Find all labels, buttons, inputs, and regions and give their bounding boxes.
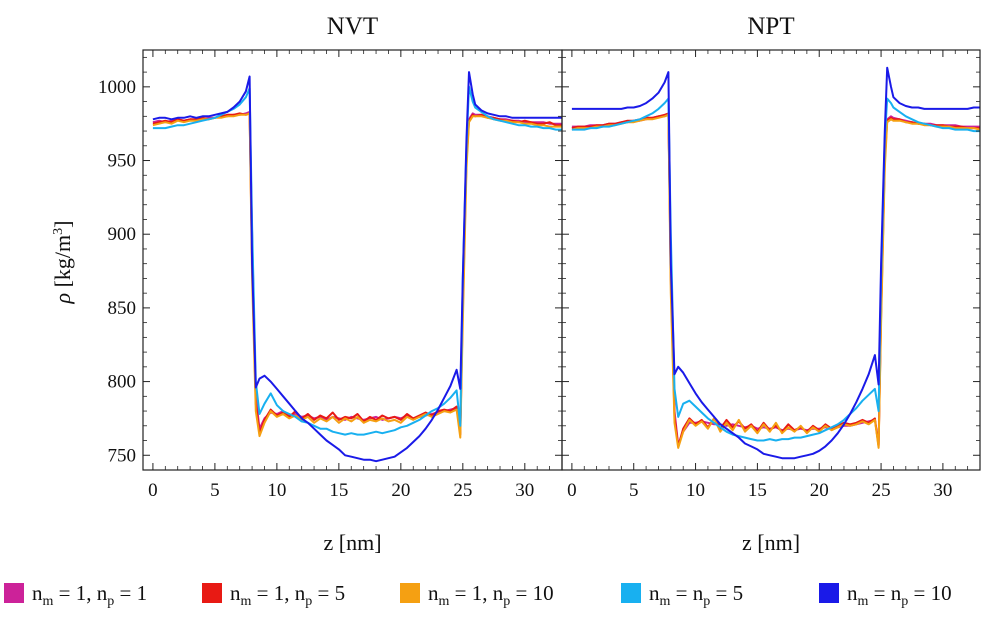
panel-npt: NPT 0 5 10 15 20 25 30 z [nm] [561, 13, 981, 555]
legend-entry-1: nm = 1, np = 1 [4, 581, 147, 609]
x-tick-label: 15 [329, 480, 348, 501]
legend-text-part: n [230, 581, 241, 605]
y-tick-label: 900 [108, 224, 137, 245]
legend-entry-3: nm = 1, np = 10 [400, 581, 554, 609]
x-axis-title: z [nm] [742, 530, 800, 555]
legend-label: nm = 1, np = 5 [230, 581, 345, 609]
legend-subscript: m [858, 594, 869, 609]
y-axis-rho: ρ [50, 287, 75, 304]
panel-title-nvt: NVT [327, 13, 378, 40]
legend-subscript: p [703, 594, 710, 609]
legend-entry-2: nm = 1, np = 5 [202, 581, 345, 609]
x-tick-label: 30 [933, 480, 952, 501]
legend-entry-5: nm = np = 10 [819, 581, 952, 609]
x-tick-label: 0 [567, 480, 577, 501]
x-tick-label: 5 [210, 480, 220, 501]
legend-text-part: n [32, 581, 43, 605]
legend-text-part: = 10 [908, 581, 951, 605]
panels: NVT 0 5 10 15 20 25 30 750 800 850 900 950 1000 z [nm]… [98, 13, 981, 555]
legend-text-part: = 10 [510, 581, 553, 605]
legend-subscript: m [43, 594, 54, 609]
x-tick-label: 20 [810, 480, 829, 501]
legend-text-part: n [649, 581, 660, 605]
y-axis-unit: [kg/m [50, 235, 75, 288]
legend-subscript: p [901, 594, 908, 609]
x-tick-label: 20 [391, 480, 410, 501]
legend-label: nm = np = 10 [847, 581, 952, 609]
legend-text-part: = n [670, 581, 703, 605]
legend-subscript: m [241, 594, 252, 609]
series-line-3 [152, 112, 562, 439]
legend-text-part: n [847, 581, 858, 605]
legend-swatch [400, 583, 420, 603]
series-line-2 [152, 112, 562, 436]
series-line-4 [571, 97, 980, 442]
y-tick-label: 750 [108, 445, 137, 466]
plot-frame [561, 49, 981, 471]
x-tick-label: 25 [453, 480, 472, 501]
panel-nvt: NVT 0 5 10 15 20 25 30 750 800 850 900 950 1000 z [nm] [98, 13, 563, 555]
legend-subscript: m [439, 594, 450, 609]
series-line-3 [571, 113, 980, 449]
legend-subscript: p [305, 594, 312, 609]
y-tick-label: 1000 [98, 77, 136, 98]
legend-label: nm = np = 5 [649, 581, 743, 609]
legend-swatch [202, 583, 222, 603]
y-axis-title-text: ρ [kg/m3] [50, 221, 75, 305]
legend-text-part: = n [868, 581, 901, 605]
series-line-1 [571, 113, 980, 446]
y-tick-label: 850 [108, 298, 137, 319]
legend-label: nm = 1, np = 10 [428, 581, 554, 609]
legend-text-part: = 5 [710, 581, 743, 605]
x-tick-label: 25 [872, 480, 891, 501]
x-axis-title: z [nm] [323, 530, 381, 555]
legend-entry-4: nm = np = 5 [621, 581, 743, 609]
legend-swatch [819, 583, 839, 603]
legend: nm = 1, np = 1 nm = 1, np = 5 nm = 1, np =… [4, 581, 952, 609]
y-tick-label: 800 [108, 372, 137, 393]
x-tick-label: 15 [748, 480, 767, 501]
legend-text-part: = 1, n [53, 581, 107, 605]
series-line-5 [152, 71, 562, 463]
legend-swatch [621, 583, 641, 603]
legend-subscript: m [660, 594, 671, 609]
series-group [152, 71, 562, 463]
y-tick-label: 950 [108, 151, 137, 172]
legend-label: nm = 1, np = 1 [32, 581, 147, 609]
legend-swatch [4, 583, 24, 603]
y-axis-unit-sup: 3 [51, 228, 66, 235]
legend-text-part: = 1, n [251, 581, 305, 605]
x-tick-label: 5 [629, 480, 639, 501]
legend-text-part: n [428, 581, 439, 605]
x-tick-label: 30 [515, 480, 534, 501]
series-group [571, 66, 980, 460]
series-line-2 [571, 112, 980, 448]
x-tick-label: 10 [267, 480, 286, 501]
x-tick-label: 0 [148, 480, 158, 501]
x-tick-label: 10 [686, 480, 705, 501]
series-line-5 [571, 66, 980, 460]
y-axis-unit-close: ] [50, 221, 75, 228]
legend-subscript: p [503, 594, 510, 609]
legend-text-part: = 1 [114, 581, 147, 605]
legend-text-part: = 1, n [449, 581, 503, 605]
plot-frame [142, 49, 563, 471]
series-line-1 [152, 110, 562, 435]
panel-title-npt: NPT [747, 13, 794, 40]
legend-subscript: p [107, 594, 114, 609]
y-axis-title: ρ [kg/m3] [50, 221, 75, 305]
legend-text-part: = 5 [312, 581, 345, 605]
series-line-4 [152, 85, 562, 436]
